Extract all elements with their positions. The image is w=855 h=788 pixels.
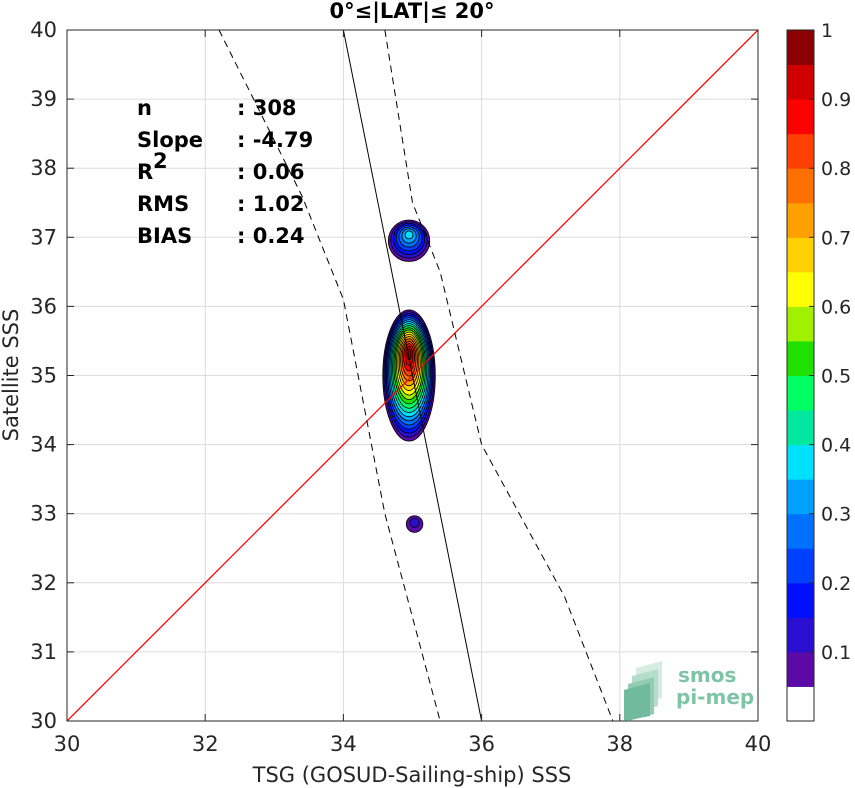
- stat-label: R: [137, 160, 153, 184]
- colorbar-tick-label: 0.1: [821, 642, 851, 664]
- colorbar-segment: [787, 375, 814, 411]
- colorbar-tick-label: 0.4: [821, 435, 851, 457]
- stat-value: : 308: [237, 96, 297, 120]
- stat-label: n: [137, 96, 152, 120]
- colorbar-segment: [787, 340, 814, 376]
- stat-label: Slope: [137, 128, 203, 152]
- confidence-line: [218, 30, 441, 721]
- stat-value: : 1.02: [237, 192, 305, 216]
- colorbar-segment: [787, 444, 814, 480]
- regression-line: [342, 30, 483, 721]
- colorbar-tick-label: 0.3: [821, 504, 851, 526]
- y-axis-label: Satellite SSS: [0, 309, 23, 442]
- colorbar-segment: [787, 686, 814, 722]
- colorbar-tick-label: 0.6: [821, 296, 851, 318]
- x-axis-ticks: 30 32 34 36 38 40: [54, 30, 772, 756]
- colorbar-segment: [787, 237, 814, 273]
- colorbar-segment: [787, 617, 814, 653]
- colorbar-segment: [787, 479, 814, 515]
- colorbar-segment: [787, 513, 814, 549]
- density-contours: [382, 219, 436, 533]
- x-tick-label: 30: [54, 732, 81, 756]
- y-tick-label: 33: [30, 502, 57, 526]
- y-tick-label: 36: [30, 294, 57, 318]
- y-tick-label: 31: [30, 640, 57, 664]
- y-tick-label: 35: [30, 364, 57, 388]
- y-tick-label: 38: [30, 156, 57, 180]
- y-tick-label: 32: [30, 571, 57, 595]
- colorbar-segment: [787, 99, 814, 135]
- stat-value: : -4.79: [237, 128, 313, 152]
- colorbar: [787, 30, 814, 722]
- colorbar-segment: [787, 410, 814, 446]
- stat-superscript: 2: [153, 149, 168, 173]
- y-axis-ticks: 30 31 32 33 34 35 36 37 38 39 40: [30, 18, 758, 733]
- x-tick-label: 34: [330, 732, 357, 756]
- logo-line1: smos: [678, 663, 736, 687]
- colorbar-segment: [787, 306, 814, 342]
- confidence-line: [384, 30, 614, 721]
- colorbar-tick-label: 0.5: [821, 366, 851, 388]
- colorbar-segment: [787, 548, 814, 584]
- x-tick-label: 40: [745, 732, 772, 756]
- statistics-box: n : 308 Slope : -4.79 R 2 : 0.06 RMS : 1.02 BIAS:…: [137, 96, 313, 248]
- colorbar-segment: [787, 64, 814, 100]
- colorbar-tick-label: 1: [821, 20, 833, 42]
- x-tick-label: 38: [606, 732, 633, 756]
- stat-label: RMS: [137, 192, 189, 216]
- stat-value: : 0.24: [237, 224, 305, 248]
- colorbar-tick-label: 0.8: [821, 158, 851, 180]
- y-tick-label: 39: [30, 87, 57, 111]
- x-tick-label: 32: [192, 732, 219, 756]
- y-tick-label: 30: [30, 709, 57, 733]
- y-tick-label: 37: [30, 225, 57, 249]
- colorbar-segment: [787, 651, 814, 687]
- colorbar-segment: [787, 30, 814, 66]
- contour-level: [404, 230, 414, 240]
- colorbar-tick-label: 0.7: [821, 227, 851, 249]
- contour-level: [409, 517, 420, 528]
- stat-label: BIAS: [137, 224, 192, 248]
- stat-value: : 0.06: [237, 160, 305, 184]
- x-axis-label: TSG (GOSUD-Sailing-ship) SSS: [252, 763, 572, 787]
- x-tick-label: 36: [468, 732, 495, 756]
- colorbar-segment: [787, 133, 814, 169]
- chart-title: 0°≤|LAT|≤ 20°: [329, 0, 494, 24]
- confidence-lines: [218, 30, 614, 721]
- colorbar-segment: [787, 582, 814, 618]
- colorbar-segment: [787, 168, 814, 204]
- colorbar-ticks: 0.1 0.2 0.3 0.4 0.5 0.6 0.7 0.8 0.9 1: [809, 20, 851, 664]
- colorbar-tick-label: 0.2: [821, 573, 851, 595]
- y-tick-label: 40: [30, 18, 57, 42]
- logo-line2: pi-mep: [676, 685, 754, 709]
- colorbar-segment: [787, 202, 814, 238]
- y-tick-label: 34: [30, 433, 57, 457]
- colorbar-tick-label: 0.9: [821, 89, 851, 111]
- smos-pi-mep-logo: smos pi-mep: [624, 661, 754, 721]
- colorbar-segment: [787, 271, 814, 307]
